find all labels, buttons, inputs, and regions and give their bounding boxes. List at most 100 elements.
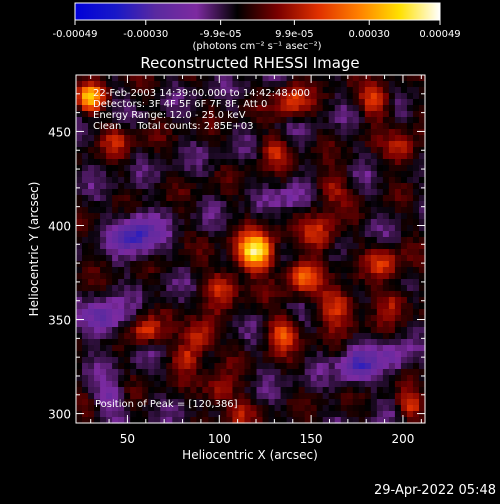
heatmap-cell (364, 381, 372, 388)
heatmap-cell (304, 321, 312, 328)
heatmap-cell (328, 417, 336, 424)
heatmap-cell (418, 207, 426, 214)
heatmap-cell (340, 231, 348, 238)
heatmap-cell (412, 375, 420, 382)
heatmap-cell (370, 189, 378, 196)
heatmap-cell (280, 249, 288, 256)
heatmap-cell (136, 147, 143, 154)
heatmap-cell (238, 369, 246, 376)
heatmap-cell (358, 231, 366, 238)
heatmap-cell (256, 345, 264, 352)
heatmap-cell (142, 357, 149, 364)
heatmap-cell (358, 405, 366, 412)
heatmap-cell (256, 267, 264, 274)
heatmap-cell (316, 81, 324, 88)
heatmap-cell (214, 369, 222, 376)
heatmap-cell (286, 321, 294, 328)
heatmap-cell (382, 171, 390, 178)
heatmap-cell (250, 219, 258, 226)
heatmap-cell (244, 321, 252, 328)
heatmap-cell (328, 327, 336, 334)
heatmap-cell (400, 189, 408, 196)
heatmap-cell (268, 105, 276, 112)
heatmap-cell (166, 309, 173, 316)
heatmap-cell (406, 303, 414, 310)
heatmap-cell (226, 399, 234, 406)
heatmap-cell (100, 267, 107, 274)
heatmap-cell (238, 345, 246, 352)
heatmap-cell (136, 285, 143, 292)
heatmap-cell (268, 147, 276, 154)
heatmap-cell (328, 405, 336, 412)
heatmap-cell (280, 219, 288, 226)
heatmap-cell (250, 369, 258, 376)
heatmap-cell (160, 141, 167, 148)
heatmap-cell (358, 159, 366, 166)
heatmap-cell (346, 339, 354, 346)
y-tick-label: 400 (48, 219, 71, 233)
heatmap-cell (82, 183, 89, 190)
heatmap-cell (406, 87, 414, 94)
heatmap-cell (346, 99, 354, 106)
heatmap-cell (82, 303, 89, 310)
heatmap-cell (202, 213, 209, 220)
heatmap-cell (322, 135, 330, 142)
heatmap-cell (238, 111, 246, 118)
heatmap-cell (412, 207, 420, 214)
heatmap-cell (130, 129, 137, 136)
heatmap-cell (394, 195, 402, 202)
heatmap-cell (382, 81, 390, 88)
heatmap-cell (280, 309, 288, 316)
heatmap-cell (76, 375, 83, 382)
heatmap-cell (106, 327, 113, 334)
heatmap-cell (316, 243, 324, 250)
heatmap-cell (148, 99, 155, 106)
heatmap-cell (214, 123, 222, 130)
heatmap-cell (166, 213, 173, 220)
heatmap-cell (106, 363, 113, 370)
heatmap-cell (124, 165, 131, 172)
heatmap-cell (292, 273, 300, 280)
heatmap-cell (142, 351, 149, 358)
heatmap-cell (220, 363, 228, 370)
heatmap-cell (310, 279, 318, 286)
heatmap-cell (280, 243, 288, 250)
heatmap-cell (304, 363, 312, 370)
heatmap-cell (304, 357, 312, 364)
heatmap-cell (124, 315, 131, 322)
heatmap-cell (328, 165, 336, 172)
heatmap-cell (196, 285, 203, 292)
heatmap-cell (196, 189, 203, 196)
heatmap-cell (208, 207, 215, 214)
heatmap-cell (94, 171, 101, 178)
heatmap-cell (130, 267, 137, 274)
heatmap-cell (262, 165, 270, 172)
heatmap-cell (214, 333, 222, 340)
heatmap-cell (100, 303, 107, 310)
heatmap-cell (262, 135, 270, 142)
heatmap-cell (364, 297, 372, 304)
heatmap-cell (226, 345, 234, 352)
heatmap-cell (262, 267, 270, 274)
heatmap-cell (214, 105, 222, 112)
heatmap-cell (418, 195, 426, 202)
heatmap-cell (262, 369, 270, 376)
heatmap-cell (334, 375, 342, 382)
heatmap-cell (226, 213, 234, 220)
heatmap-cell (166, 123, 173, 130)
heatmap-cell (166, 177, 173, 184)
heatmap-cell (328, 201, 336, 208)
heatmap-cell (220, 75, 228, 82)
heatmap-cell (160, 279, 167, 286)
heatmap-cell (202, 399, 209, 406)
heatmap-cell (166, 339, 173, 346)
heatmap-cell (166, 87, 173, 94)
heatmap-cell (256, 405, 264, 412)
heatmap-cell (142, 81, 149, 88)
heatmap-cell (406, 351, 414, 358)
heatmap-cell (394, 129, 402, 136)
heatmap-cell (136, 327, 143, 334)
heatmap-cell (226, 417, 234, 424)
heatmap-cell (358, 147, 366, 154)
heatmap-cell (292, 201, 300, 208)
